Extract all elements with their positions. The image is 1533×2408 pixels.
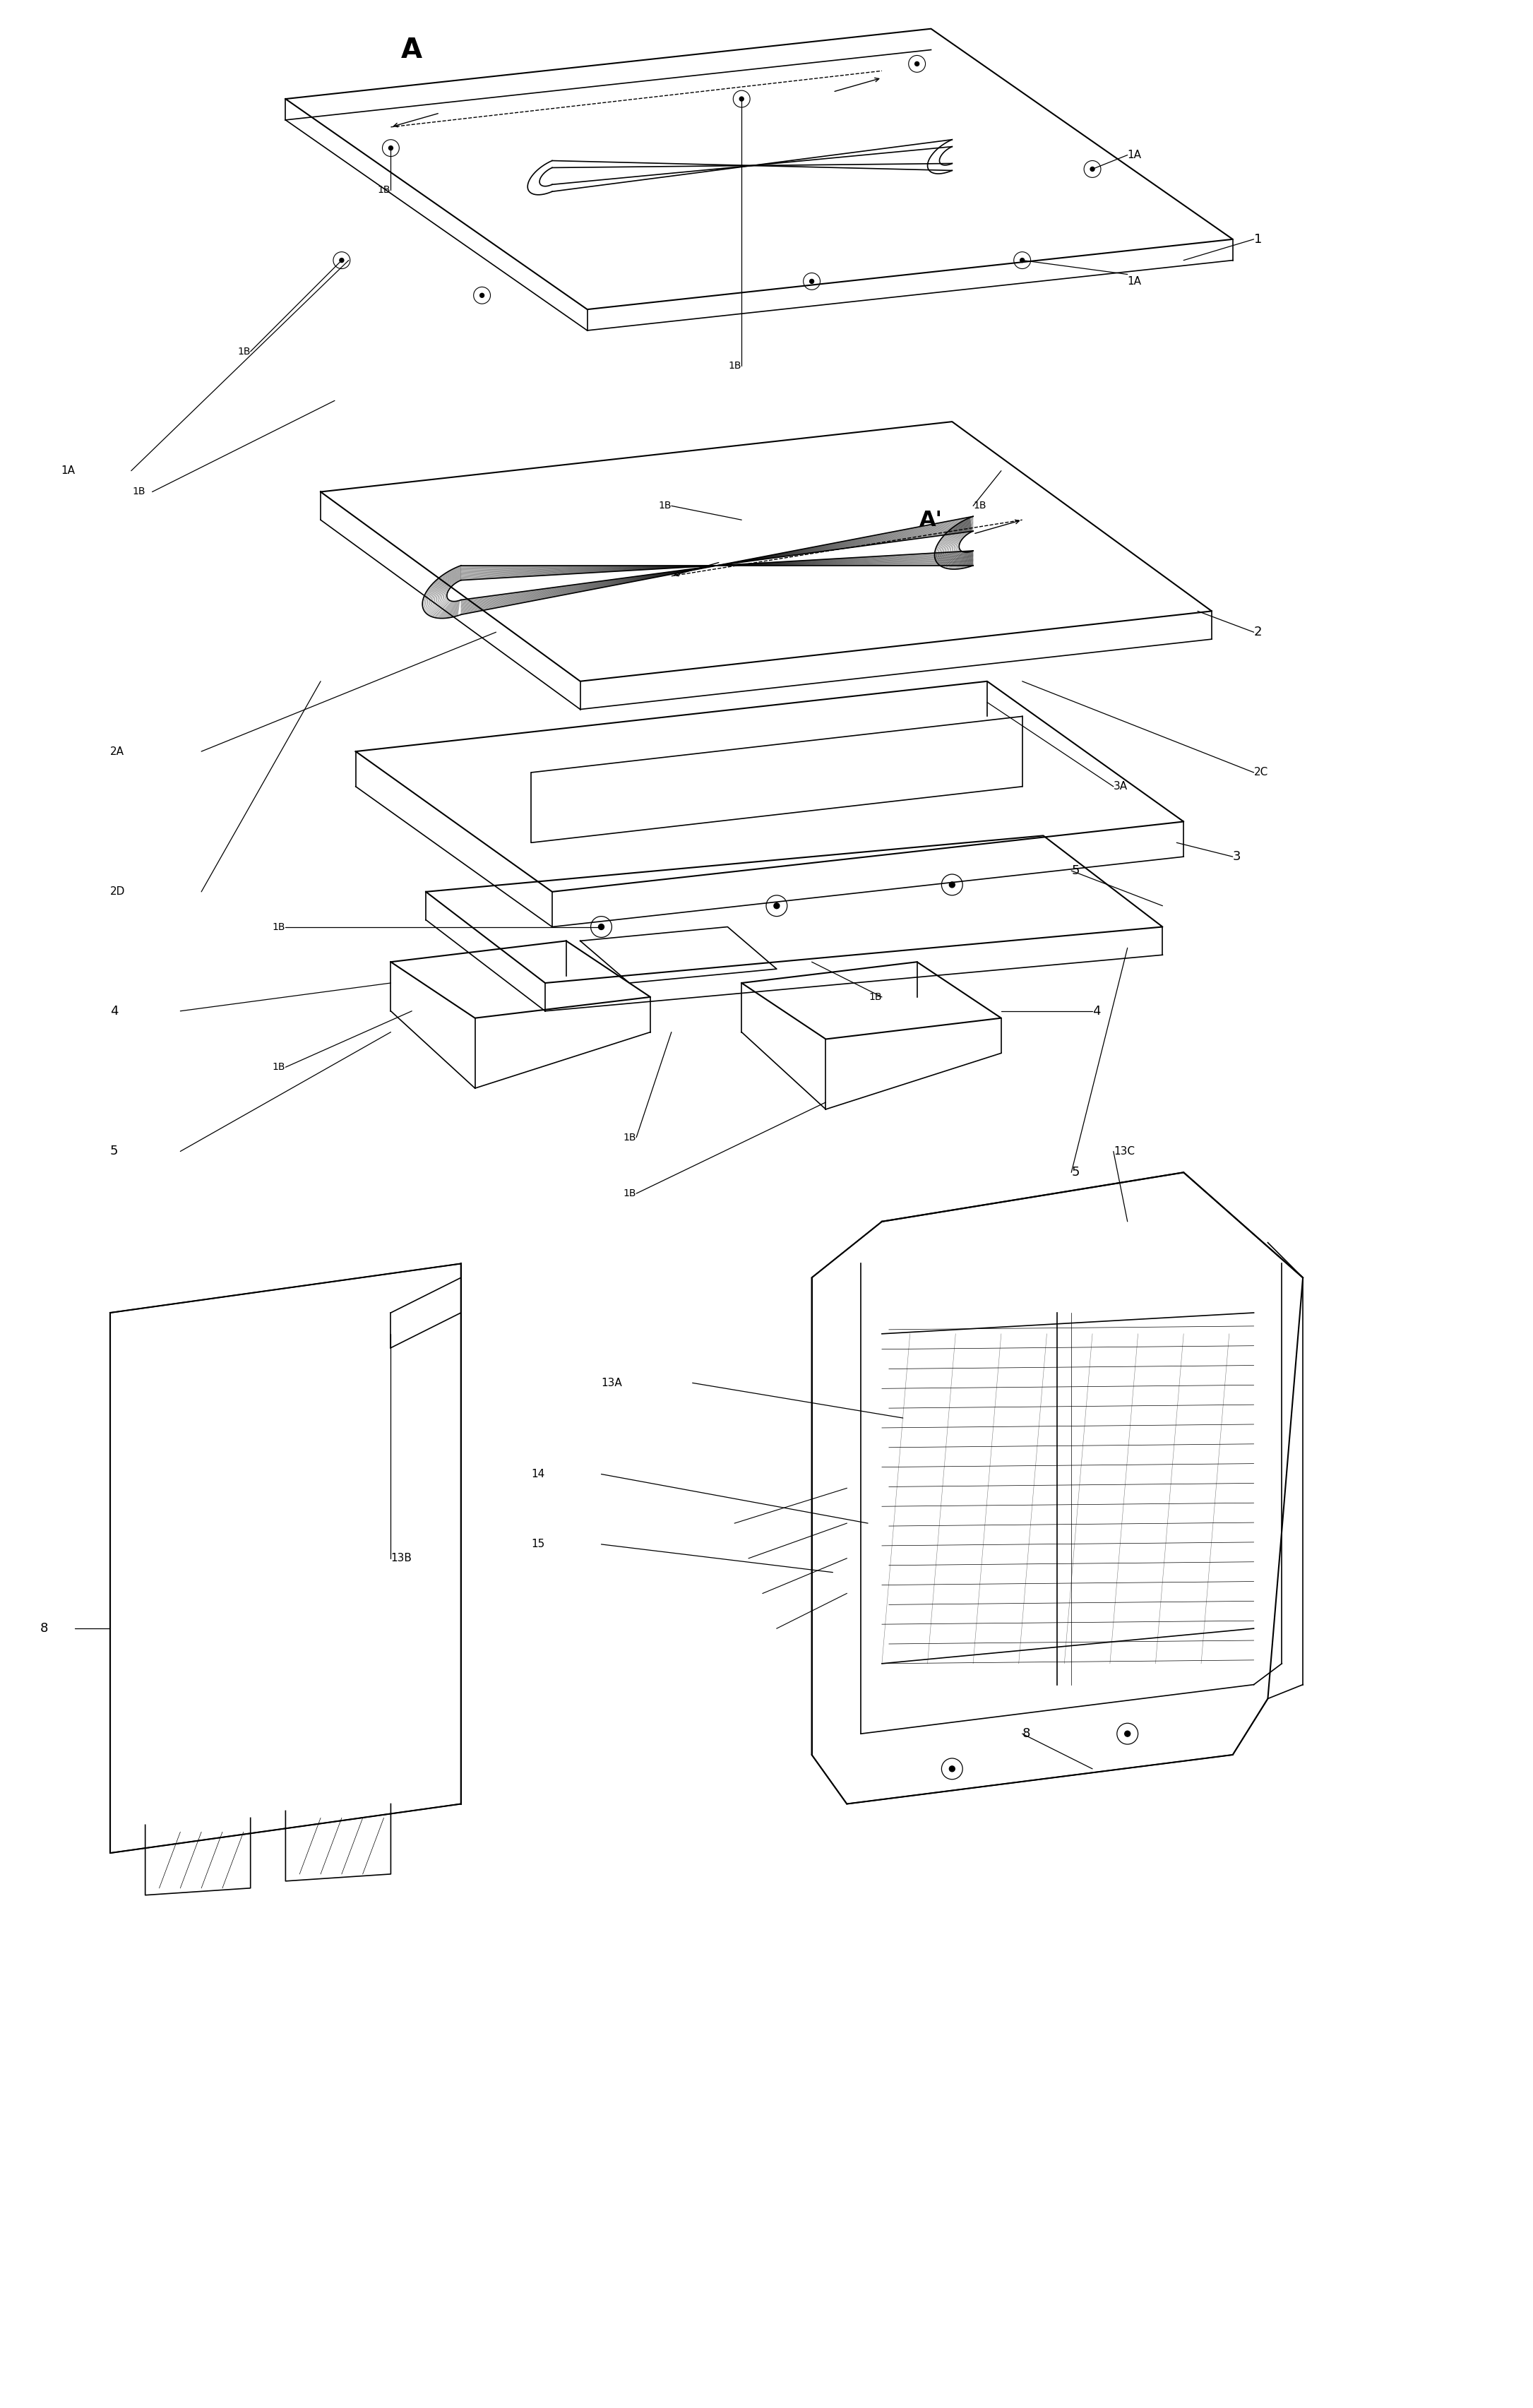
Text: 1B: 1B: [273, 1062, 285, 1072]
Circle shape: [340, 258, 343, 262]
Text: 5: 5: [1072, 1165, 1079, 1180]
Text: A: A: [402, 36, 423, 63]
Text: 8: 8: [40, 1623, 48, 1635]
Text: 4: 4: [110, 1004, 118, 1019]
Text: 2C: 2C: [1254, 768, 1268, 778]
Text: 3: 3: [1233, 850, 1240, 862]
Text: 1B: 1B: [132, 486, 146, 496]
Circle shape: [915, 63, 920, 65]
Text: 1B: 1B: [624, 1190, 636, 1199]
Circle shape: [598, 925, 604, 929]
Text: A': A': [920, 510, 943, 530]
Circle shape: [949, 881, 955, 889]
Circle shape: [774, 903, 779, 908]
Circle shape: [480, 294, 484, 299]
Circle shape: [809, 279, 814, 284]
Text: 13B: 13B: [391, 1553, 412, 1563]
Text: 1A: 1A: [1127, 149, 1142, 161]
Circle shape: [949, 1765, 955, 1772]
Circle shape: [1019, 258, 1024, 262]
Text: 1B: 1B: [658, 501, 671, 510]
Text: 5: 5: [1072, 864, 1079, 877]
Text: 2: 2: [1254, 626, 1262, 638]
Text: 1B: 1B: [273, 922, 285, 932]
Text: 1A: 1A: [61, 465, 75, 477]
Text: 14: 14: [530, 1469, 544, 1479]
Circle shape: [389, 147, 392, 149]
Text: 1B: 1B: [973, 501, 986, 510]
Text: 2A: 2A: [110, 746, 124, 756]
Text: 1: 1: [1254, 234, 1262, 246]
Text: 1A: 1A: [1127, 277, 1142, 287]
Text: 1B: 1B: [238, 347, 250, 356]
Text: 1B: 1B: [869, 992, 881, 1002]
Text: 13C: 13C: [1113, 1146, 1134, 1156]
Text: 1B: 1B: [624, 1132, 636, 1141]
Text: 3A: 3A: [1113, 780, 1128, 792]
Circle shape: [1125, 1731, 1130, 1736]
Text: 1B: 1B: [377, 185, 391, 195]
Text: 1B: 1B: [728, 361, 742, 371]
Text: 8: 8: [1023, 1727, 1030, 1741]
Text: 4: 4: [1093, 1004, 1101, 1019]
Circle shape: [739, 96, 744, 101]
Text: 15: 15: [530, 1539, 544, 1551]
Text: 13A: 13A: [601, 1377, 622, 1389]
Text: 5: 5: [110, 1146, 118, 1158]
Circle shape: [1090, 166, 1095, 171]
Text: 2D: 2D: [110, 886, 126, 898]
